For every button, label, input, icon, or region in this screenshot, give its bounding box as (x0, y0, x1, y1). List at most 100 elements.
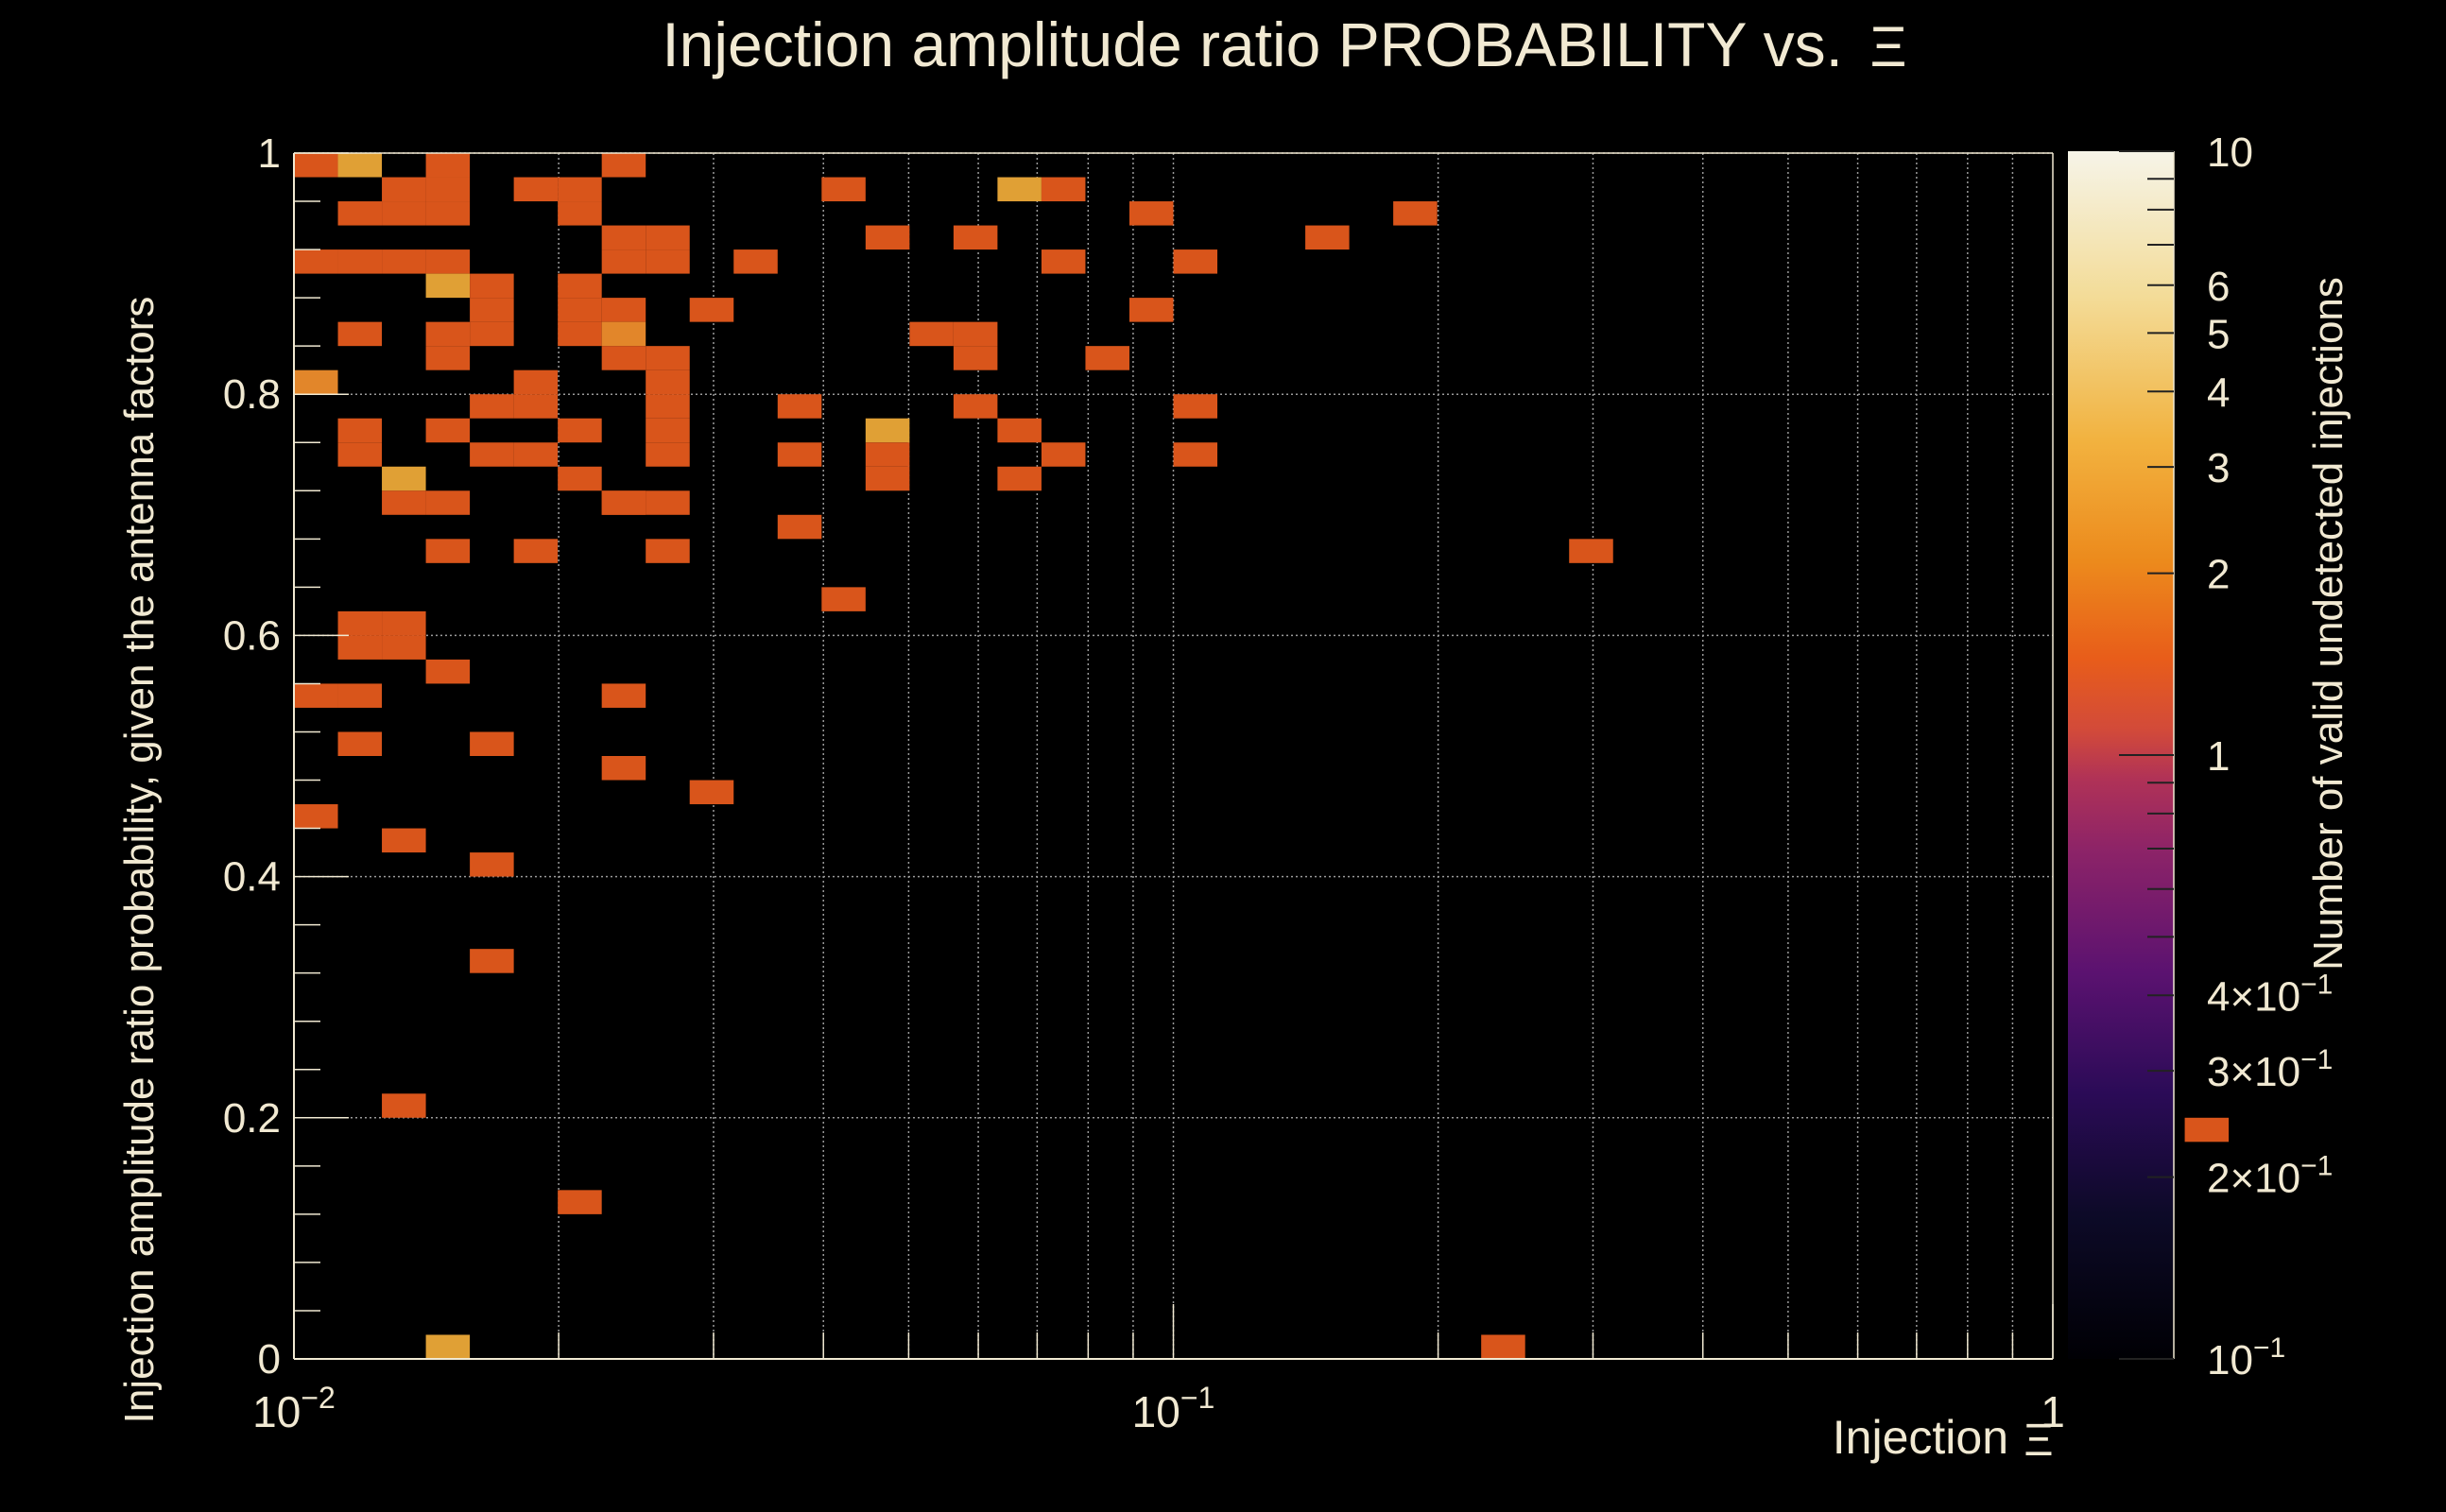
heatmap-cell (601, 249, 646, 274)
heatmap-cell (865, 466, 910, 491)
heatmap-cell (382, 828, 426, 853)
heatmap-cell (953, 225, 998, 250)
heatmap-cell (601, 346, 646, 370)
heatmap-cell (558, 298, 602, 322)
heatmap-cell (425, 659, 471, 684)
heatmap-cell (337, 731, 383, 756)
heatmap-cell (425, 177, 471, 202)
heatmap-cell (646, 442, 690, 467)
heatmap-cell (777, 394, 822, 419)
heatmap-cell (646, 249, 690, 274)
heatmap-cell (470, 949, 514, 973)
heatmap-cell (646, 369, 690, 395)
colorbar-tick-label: 2×10−1 (2207, 1151, 2333, 1202)
heatmap-cell (382, 201, 426, 226)
heatmap-cell (382, 610, 426, 636)
y-tick-label: 0.2 (223, 1095, 281, 1142)
heatmap-cell (470, 731, 514, 756)
heatmap-cell (601, 321, 646, 347)
heatmap-cell (470, 273, 514, 299)
y-axis-label: Injection amplitude ratio probability, g… (116, 297, 163, 1424)
heatmap-cell (1128, 201, 1174, 226)
heatmap-cell (1173, 394, 1218, 419)
heatmap-cell (425, 201, 471, 226)
heatmap-cell (646, 490, 690, 515)
heatmap-cell (1173, 442, 1218, 467)
heatmap-cell (425, 1334, 471, 1359)
heatmap-cell (513, 442, 559, 467)
heatmap-cell (337, 683, 383, 708)
heatmap-cell (425, 321, 471, 347)
heatmap-cell (294, 249, 338, 274)
heatmap-cell (425, 153, 471, 178)
heatmap-cell (865, 225, 910, 250)
heatmap-cell (337, 610, 383, 636)
heatmap-cell (997, 177, 1042, 202)
heatmap-cell (997, 418, 1042, 443)
x-tick-label: 10−1 (1132, 1381, 1215, 1436)
heatmap-cell (821, 587, 866, 611)
heatmap-cell (953, 394, 998, 419)
heatmap-cell (425, 539, 471, 563)
heatmap-cell (646, 418, 690, 443)
heatmap-cell (425, 346, 471, 370)
heatmap-cell (689, 298, 734, 322)
heatmap-cell (382, 466, 426, 491)
heatmap-cell (997, 466, 1042, 491)
heatmap-cell (294, 153, 338, 178)
heatmap-cell (513, 394, 559, 419)
heatmap-cell (1305, 225, 1350, 250)
colorbar-tick-label: 4×10−1 (2207, 969, 2333, 1020)
heatmap-cell (601, 490, 646, 515)
y-tick-label: 1 (258, 130, 281, 177)
heatmap-cell (470, 298, 514, 322)
heatmap-cell (558, 1190, 602, 1214)
heatmap-cell (470, 852, 514, 877)
heatmap-cell (865, 418, 910, 443)
heatmap-cell (470, 321, 514, 347)
heatmap-cell (689, 780, 734, 805)
colorbar-tick-label: 10 (2207, 129, 2253, 176)
colorbar-label: Number of valid undetected injections (2305, 277, 2351, 971)
heatmap-cell (646, 394, 690, 419)
colorbar-tick-label: 3 (2207, 445, 2230, 491)
heatmap-cell (513, 177, 559, 202)
heatmap-cell (558, 418, 602, 443)
heatmap-cell (470, 442, 514, 467)
heatmap-cell (425, 273, 471, 299)
heatmap-cell (2184, 1117, 2230, 1143)
y-tick-label: 0.6 (223, 612, 281, 659)
colorbar-tick-label: 5 (2207, 311, 2230, 357)
heatmap-cell (558, 177, 602, 202)
x-axis-label-symbol: Ξ (2024, 1416, 2053, 1466)
heatmap-cell (337, 201, 383, 226)
x-axis-label: Injection (1833, 1411, 2008, 1464)
heatmap-cell (425, 418, 471, 443)
heatmap-cell (777, 442, 822, 467)
heatmap-cell (294, 369, 338, 395)
heatmap-cell (294, 683, 338, 708)
heatmap-cell (558, 201, 602, 226)
heatmap-cell (337, 442, 383, 467)
heatmap-cell (337, 635, 383, 660)
heatmap-cell (1569, 539, 1613, 563)
heatmap-cell (1128, 298, 1174, 322)
heatmap-cell (733, 249, 778, 274)
heatmap-cell (646, 225, 690, 250)
colorbar-tick-label: 2 (2207, 552, 2230, 598)
heatmap-cell (294, 804, 338, 829)
heatmap-cell (337, 418, 383, 443)
heatmap-cell (1393, 201, 1438, 226)
heatmap-cell (1041, 177, 1086, 202)
heatmap-cell (425, 249, 471, 274)
heatmap-cell (382, 490, 426, 515)
heatmap-cell (382, 177, 426, 202)
heatmap-cell (601, 683, 646, 708)
x-tick-label: 10−2 (252, 1381, 336, 1436)
heatmap-cell (337, 321, 383, 347)
heatmap-cell (1041, 442, 1086, 467)
heatmap-cell (601, 153, 646, 178)
heatmap-cell (513, 369, 559, 395)
heatmap-cell (558, 273, 602, 299)
